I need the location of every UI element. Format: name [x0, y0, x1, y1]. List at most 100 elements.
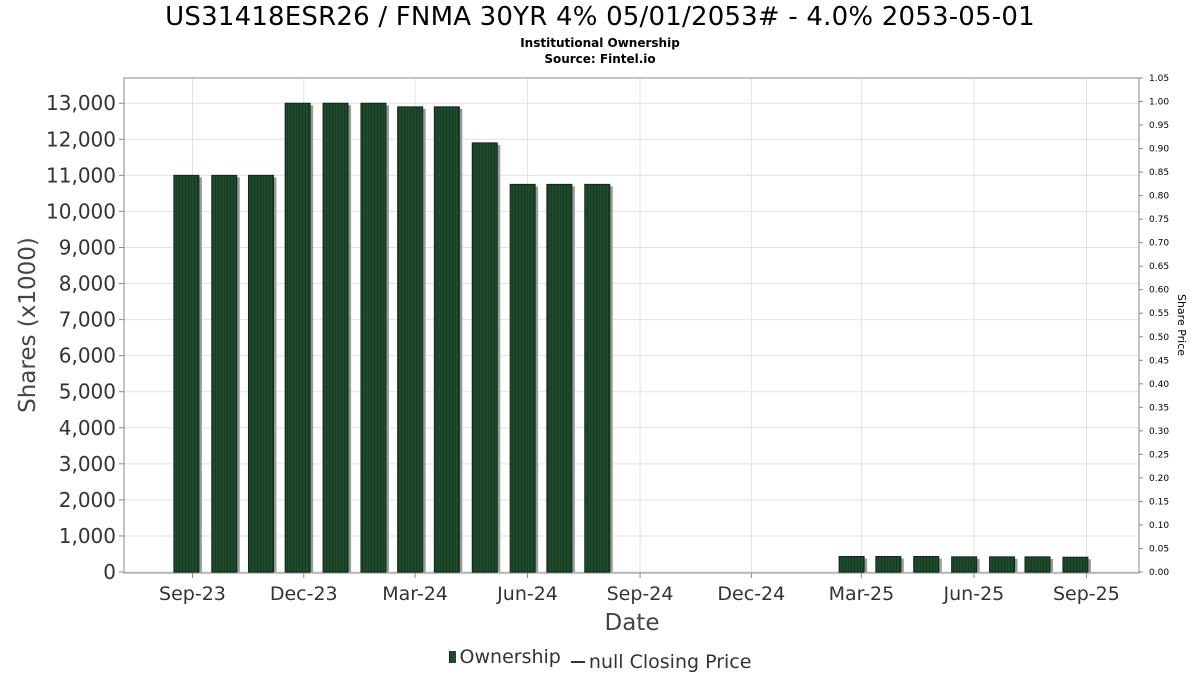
plot-area-frame: [123, 77, 1140, 574]
y-axis-right-label: Share Price: [1175, 294, 1188, 356]
y-right-tick-label: 0.90: [1149, 145, 1169, 155]
y-right-tick-label: 1.00: [1149, 98, 1169, 108]
y-right-tick-label: 0.40: [1149, 380, 1169, 390]
bar-ownership: [433, 106, 463, 573]
x-axis-label: Date: [605, 610, 660, 636]
x-axis: Sep-23 Dec-23 Mar-24 Jun-24 Sep-24 Dec-24 Mar-…: [159, 573, 1120, 605]
bar-body: [509, 183, 536, 573]
y-tick-label: 12,000: [46, 127, 116, 151]
y-tick-label: 9,000: [59, 235, 116, 259]
y-tick-label: 8,000: [59, 272, 116, 296]
y-axis-left: 0 1,000 2,000 3,000 4,000 5,000 6,000 7,000 8,00…: [46, 91, 124, 584]
y-tick-label: 10,000: [46, 199, 116, 223]
legend-label-ownership: Ownership: [459, 646, 561, 668]
bar-ownership: [211, 174, 240, 573]
bar-body: [471, 142, 498, 573]
bar-ownership: [509, 183, 539, 573]
bar-ownership: [284, 102, 314, 573]
bar-body: [284, 102, 311, 573]
bar-body: [838, 555, 865, 573]
bar-body: [247, 174, 274, 573]
y-right-tick-label: 0.10: [1149, 521, 1169, 531]
x-tick-label: Sep-24: [607, 583, 674, 605]
bar-ownership: [838, 555, 868, 573]
bar-ownership: [584, 183, 613, 573]
y-right-tick-label: 0.25: [1149, 450, 1169, 460]
y-right-tick-label: 0.05: [1149, 544, 1169, 554]
y-right-tick-label: 0.50: [1149, 333, 1169, 343]
y-tick-label: 11,000: [46, 163, 116, 187]
y-tick-label: 6,000: [59, 344, 116, 368]
bar-body: [1024, 556, 1051, 573]
bar-body: [173, 174, 200, 573]
bar-ownership: [989, 556, 1018, 573]
bar-ownership: [546, 183, 575, 573]
y-right-tick-label: 0.15: [1149, 497, 1169, 507]
bar-body: [397, 106, 424, 573]
bar-ownership: [1062, 556, 1091, 573]
y-right-tick-label: 0.45: [1149, 356, 1169, 366]
bar-ownership: [913, 555, 942, 573]
bar-ownership: [471, 142, 501, 573]
y-right-tick-label: 0.60: [1149, 286, 1169, 296]
bar-ownership: [397, 106, 426, 573]
y-right-tick-label: 0.55: [1149, 309, 1169, 319]
bar-ownership: [1024, 556, 1053, 573]
bar-body: [433, 106, 460, 573]
y-axis-right: 0.00 0.05 0.10 0.15 0.20 0.25 0.30 0.35 0.40 0.45…: [1139, 74, 1169, 578]
bar-ownership: [360, 102, 389, 573]
legend-label-closing-price: null Closing Price: [588, 651, 752, 673]
bar-body: [322, 102, 349, 573]
y-right-tick-label: 0.30: [1149, 427, 1169, 437]
y-tick-label: 13,000: [46, 91, 116, 115]
bar-body: [360, 102, 387, 573]
x-tick-label: Jun-24: [496, 583, 558, 605]
y-right-tick-label: 1.05: [1149, 74, 1169, 84]
x-tick-label: Mar-25: [829, 583, 895, 605]
x-tick-label: Jun-25: [943, 583, 1005, 605]
bar-body: [211, 174, 238, 573]
y-tick-label: 7,000: [59, 308, 116, 332]
chart-legend: Ownership null Closing Price: [0, 646, 1200, 673]
bar-ownership: [322, 102, 352, 573]
ownership-bars: [173, 102, 1091, 573]
bar-body: [913, 555, 940, 573]
y-tick-label: 2,000: [59, 488, 116, 512]
bar-ownership: [247, 174, 277, 573]
chart-title: US31418ESR26 / FNMA 30YR 4% 05/01/2053# …: [165, 2, 1035, 32]
bar-body: [875, 555, 902, 573]
y-axis-label: Shares (x1000): [15, 237, 41, 413]
y-right-tick-label: 0.80: [1149, 192, 1169, 202]
y-tick-label: 1,000: [59, 524, 116, 548]
legend-line-swatch: [570, 661, 585, 663]
y-right-tick-label: 0.20: [1149, 474, 1169, 484]
y-right-tick-label: 0.70: [1149, 239, 1169, 249]
y-right-tick-label: 0.35: [1149, 403, 1169, 413]
y-tick-label: 5,000: [59, 380, 116, 404]
bar-body: [584, 183, 611, 573]
bar-body: [951, 556, 978, 573]
bar-body: [1062, 556, 1089, 573]
chart-source: Source: Fintel.io: [544, 52, 656, 66]
y-right-tick-label: 0.95: [1149, 121, 1169, 131]
legend-item-closing-price: null Closing Price: [570, 651, 752, 673]
x-tick-label: Sep-25: [1053, 583, 1120, 605]
y-tick-label: 3,000: [59, 452, 116, 476]
y-right-tick-label: 0.85: [1149, 168, 1169, 178]
x-tick-label: Sep-23: [159, 583, 226, 605]
y-right-tick-label: 0.75: [1149, 215, 1169, 225]
chart-subtitle: Institutional Ownership: [520, 36, 680, 50]
bar-body: [546, 183, 573, 573]
bar-ownership: [875, 555, 904, 573]
legend-bar-swatch: [448, 651, 456, 663]
x-tick-label: Dec-24: [717, 583, 785, 605]
y-right-tick-label: 0.65: [1149, 262, 1169, 272]
y-tick-label: 0: [103, 560, 116, 584]
bar-body: [989, 556, 1016, 573]
x-tick-label: Mar-24: [382, 583, 448, 605]
x-tick-label: Dec-23: [270, 583, 338, 605]
y-tick-label: 4,000: [59, 416, 116, 440]
y-right-tick-label: 0.00: [1149, 568, 1169, 578]
legend-item-ownership: Ownership: [448, 646, 561, 668]
